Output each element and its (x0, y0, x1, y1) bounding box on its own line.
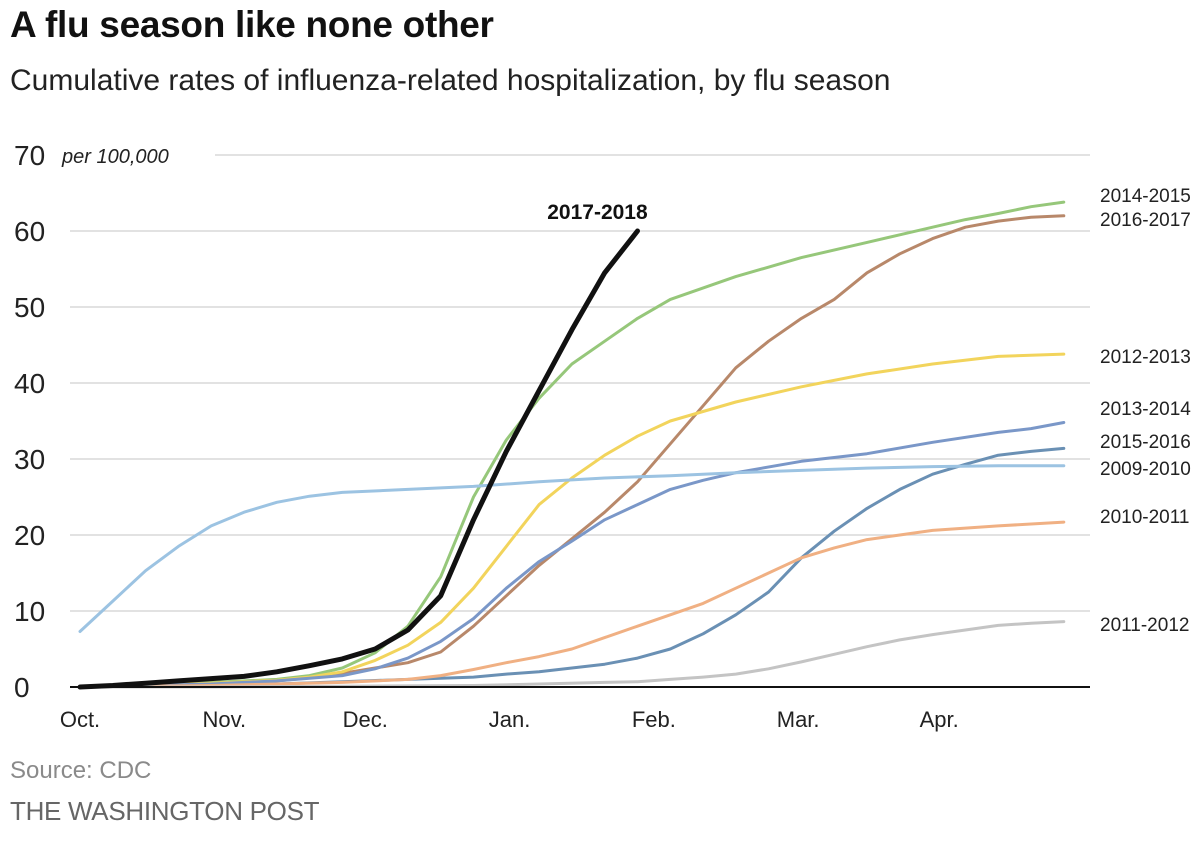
line-chart: 0 10 20 30 40 50 60 70 per 100,000 Oct. Nov. Dec.… (14, 140, 1191, 732)
x-axis-labels: Oct. Nov. Dec. Jan. Feb. Mar. Apr. (60, 707, 959, 732)
series-label-2015-2016: 2015-2016 (1100, 432, 1191, 453)
series-label-2012-2013: 2012-2013 (1100, 347, 1191, 368)
y-tick-label: 40 (14, 368, 45, 399)
series-line-2011-2012 (78, 620, 1066, 689)
y-tick-label: 10 (14, 596, 45, 627)
y-tick-label: 60 (14, 216, 45, 247)
x-tick-label: Apr. (920, 707, 959, 732)
chart-title: A flu season like none other (10, 4, 494, 45)
x-tick-label: Dec. (343, 707, 388, 732)
x-tick-label: Oct. (60, 707, 100, 732)
series-label-2014-2015: 2014-2015 (1100, 186, 1191, 207)
series-label-2011-2012: 2011-2012 (1100, 615, 1189, 636)
series-label-2009-2010: 2009-2010 (1100, 459, 1191, 480)
y-tick-label: 20 (14, 520, 45, 551)
series-labels: 2014-2015 2016-2017 2012-2013 2013-2014 2015… (547, 186, 1191, 636)
series-lines (77, 200, 1066, 690)
series-label-2017-2018: 2017-2018 (547, 201, 648, 224)
y-tick-label: 70 (14, 140, 45, 171)
y-unit-label: per 100,000 (61, 146, 169, 168)
series-label-2013-2014: 2013-2014 (1100, 399, 1191, 420)
series-label-2016-2017: 2016-2017 (1100, 210, 1191, 231)
chart-subtitle: Cumulative rates of influenza-related ho… (10, 64, 891, 97)
x-tick-label: Feb. (632, 707, 676, 732)
source-note: Source: CDC (10, 757, 152, 784)
publisher-credit: THE WASHINGTON POST (10, 796, 320, 826)
y-axis-labels: 0 10 20 30 40 50 60 70 (14, 140, 45, 703)
y-tick-label: 30 (14, 444, 45, 475)
x-tick-label: Nov. (202, 707, 246, 732)
series-line-2013-2014 (78, 421, 1066, 689)
series-label-2010-2011: 2010-2011 (1100, 507, 1189, 528)
series-line-2010-2011 (78, 520, 1066, 689)
series-line-2009-2010 (78, 464, 1066, 633)
series-line-2015-2016 (78, 446, 1066, 689)
y-tick-label: 0 (14, 672, 30, 703)
x-tick-label: Mar. (777, 707, 820, 732)
x-tick-label: Jan. (489, 707, 531, 732)
y-tick-label: 50 (14, 292, 45, 323)
series-line-2016-2017 (78, 214, 1066, 689)
gridlines (70, 154, 1090, 612)
series-line-2017-2018 (77, 228, 640, 690)
